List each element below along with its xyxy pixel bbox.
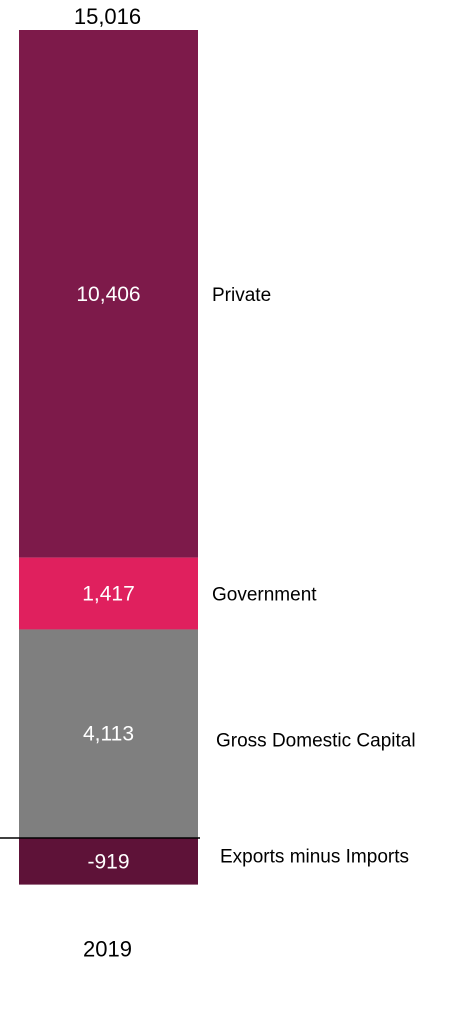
category-label-2019: 2019 [83, 937, 132, 962]
value-label-private: 10,406 [76, 283, 140, 306]
bar-segment-government [19, 557, 198, 630]
legend-label-government: Government [212, 585, 317, 606]
legend-label-private: Private [212, 285, 271, 306]
value-label-exports-minus-imports: -919 [87, 850, 129, 873]
total-value-label: 15,016 [74, 4, 141, 29]
value-label-government: 1,417 [82, 583, 135, 606]
bar-segments [19, 30, 198, 885]
bar-segment-private [19, 30, 198, 558]
value-label-gross-domestic-capital: 4,113 [83, 723, 134, 746]
bar-segment-gross-domestic-capital [19, 629, 198, 838]
segment-legend: Private Government Gross Domestic Capital E… [212, 285, 416, 867]
value-labels: 10,406 1,417 4,113 -919 [76, 283, 140, 873]
legend-label-exports-minus-imports: Exports minus Imports [220, 846, 409, 867]
bar-segment-exports-minus-imports [19, 838, 198, 885]
legend-label-gross-domestic-capital: Gross Domestic Capital [216, 731, 416, 752]
